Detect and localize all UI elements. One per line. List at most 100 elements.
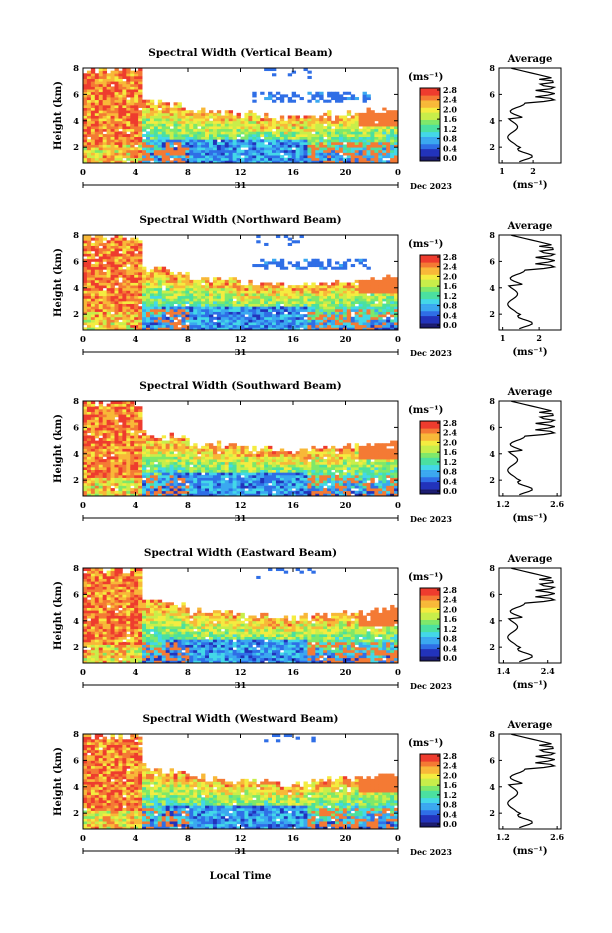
heatmap-cell	[111, 89, 115, 92]
heatmap-cell	[343, 264, 347, 267]
heatmap-cell	[351, 123, 355, 126]
heatmap-cell	[99, 84, 103, 87]
heatmap-cell	[331, 131, 335, 134]
heatmap-cell	[158, 134, 162, 137]
heatmap-cell	[233, 121, 237, 124]
heatmap-cell	[126, 435, 130, 438]
heatmap-cell	[193, 145, 197, 148]
heatmap-cell	[296, 314, 300, 317]
heatmap-cell	[122, 406, 126, 409]
heatmap-cell	[335, 298, 339, 301]
heatmap-cell	[264, 304, 268, 307]
heatmap-cell	[158, 483, 162, 486]
heatmap-cell	[260, 283, 264, 286]
heatmap-cell	[280, 158, 284, 161]
heatmap-cell	[241, 152, 245, 155]
heatmap-cell	[319, 158, 323, 161]
heatmap-cell	[178, 464, 182, 467]
colorbar-tick-label: 1.2	[443, 124, 457, 134]
heatmap-cell	[174, 288, 178, 291]
heatmap-cell	[209, 293, 213, 296]
heatmap-cell	[162, 113, 166, 116]
heatmap-cell	[237, 293, 241, 296]
colorbar-segment	[420, 270, 440, 273]
heatmap-cell	[134, 121, 138, 124]
heatmap-cell	[205, 470, 209, 473]
heatmap-cell	[237, 298, 241, 301]
heatmap-cell	[307, 116, 311, 119]
heatmap-cell	[158, 317, 162, 320]
heatmap-cell	[209, 304, 213, 307]
heatmap-cell	[134, 488, 138, 491]
heatmap-cell	[189, 126, 193, 129]
heatmap-cell	[197, 113, 201, 116]
heatmap-cell	[217, 483, 221, 486]
heatmap-cell	[193, 464, 197, 467]
heatmap-cell	[126, 152, 130, 155]
heatmap-cell	[146, 322, 150, 325]
heatmap-cell	[118, 142, 122, 145]
heatmap-cell	[201, 118, 205, 121]
average-y-tick-label: 2	[489, 309, 495, 319]
heatmap-cell	[244, 301, 248, 304]
heatmap-cell	[111, 409, 115, 412]
heatmap-cell	[99, 306, 103, 309]
heatmap-cell	[178, 272, 182, 275]
heatmap-cell	[276, 261, 280, 264]
heatmap-cell	[83, 430, 87, 433]
heatmap-cell	[99, 290, 103, 293]
heatmap-cell	[213, 123, 217, 126]
heatmap-cell	[189, 123, 193, 126]
heatmap-cell	[323, 293, 327, 296]
heatmap-cell	[130, 110, 134, 113]
heatmap-cell	[193, 488, 197, 491]
heatmap-cell	[315, 123, 319, 126]
heatmap-cell	[339, 116, 343, 119]
heatmap-cell	[99, 121, 103, 124]
heatmap-cell	[181, 150, 185, 153]
heatmap-cell	[292, 100, 296, 103]
heatmap-cell	[162, 454, 166, 457]
heatmap-cell	[83, 108, 87, 111]
heatmap-cell	[363, 306, 367, 309]
heatmap-cell	[185, 446, 189, 449]
colorbar-segment	[420, 112, 440, 115]
heatmap-cell	[103, 275, 107, 278]
heatmap-cell	[130, 319, 134, 322]
heatmap-cell	[292, 314, 296, 317]
heatmap-cell	[103, 145, 107, 148]
heatmap-cell	[142, 485, 146, 488]
heatmap-cell	[138, 296, 142, 299]
heatmap-cell	[95, 105, 99, 108]
heatmap-cell	[154, 275, 158, 278]
heatmap-cell	[170, 475, 174, 478]
heatmap-cell	[99, 462, 103, 465]
heatmap-cell	[193, 280, 197, 283]
heatmap-cell	[363, 150, 367, 153]
heatmap-cell	[158, 283, 162, 286]
heatmap-cell	[138, 155, 142, 158]
heatmap-cell	[134, 253, 138, 256]
heatmap-cell	[185, 475, 189, 478]
heatmap-cell	[205, 314, 209, 317]
heatmap-cell	[252, 446, 256, 449]
heatmap-cell	[272, 296, 276, 299]
heatmap-cell	[359, 322, 363, 325]
heatmap-cell	[276, 137, 280, 140]
heatmap-cell	[197, 285, 201, 288]
heatmap-cell	[154, 319, 158, 322]
heatmap-cell	[95, 251, 99, 254]
heatmap-cell	[158, 131, 162, 134]
heatmap-cell	[162, 275, 166, 278]
colorbar-segment	[420, 292, 440, 295]
heatmap-cell	[181, 462, 185, 465]
heatmap-cell	[304, 314, 308, 317]
heatmap-cell	[327, 325, 331, 328]
heatmap-cell	[99, 301, 103, 304]
heatmap-cell	[390, 137, 394, 140]
heatmap-cell	[170, 152, 174, 155]
heatmap-cell	[91, 301, 95, 304]
heatmap-cell	[237, 459, 241, 462]
heatmap-cell	[162, 317, 166, 320]
colorbar-segment	[420, 142, 440, 145]
